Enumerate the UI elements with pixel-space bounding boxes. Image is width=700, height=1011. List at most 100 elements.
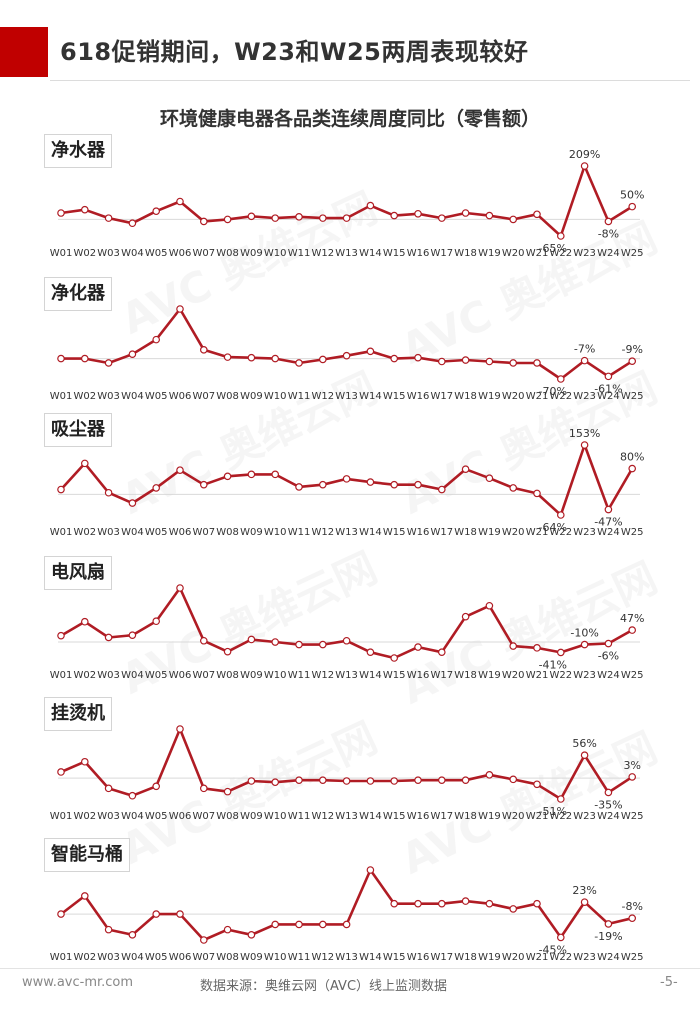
data-point <box>223 353 232 361</box>
data-point <box>461 897 470 905</box>
data-point <box>437 214 446 222</box>
data-point <box>318 640 327 649</box>
data-point <box>104 359 113 367</box>
footer-source: 数据来源：奥维云网（AVC）线上监测数据 <box>200 979 448 994</box>
line-chart: W01 W02 W03 W04 W05 W06 W07 W08 W09 W10 W11 W12 W13 W… <box>50 148 645 259</box>
data-label: 80% <box>620 451 644 464</box>
data-point <box>200 217 208 226</box>
data-label: -41% <box>539 658 567 671</box>
x-tick-label: W04 <box>121 811 144 822</box>
x-tick-label: W02 <box>73 248 96 259</box>
page-title: 618促销期间，W23和W25两周表现较好 <box>60 38 529 66</box>
data-label: 47% <box>620 612 644 625</box>
data-point <box>104 925 113 934</box>
x-tick-label: W03 <box>97 527 120 538</box>
data-point <box>152 484 161 492</box>
data-point <box>247 777 256 785</box>
x-tick-label: W14 <box>359 527 382 538</box>
x-tick-label: W10 <box>264 952 287 963</box>
data-label: 50% <box>620 189 644 202</box>
x-tick-label: W13 <box>335 527 358 538</box>
data-point <box>152 207 161 216</box>
x-tick-label: W02 <box>73 811 96 822</box>
x-tick-label: W25 <box>621 391 644 402</box>
x-tick-label: W20 <box>502 391 525 402</box>
x-tick-label: W03 <box>97 670 120 681</box>
x-tick-label: W22 <box>549 527 572 538</box>
data-point <box>556 232 565 240</box>
x-tick-label: W17 <box>430 670 453 681</box>
x-tick-label: W08 <box>216 670 239 681</box>
data-point <box>414 353 422 362</box>
data-point <box>509 359 518 367</box>
x-tick-label: W13 <box>335 391 358 402</box>
data-point <box>342 920 351 929</box>
series-line <box>60 164 633 238</box>
x-tick-label: W01 <box>50 811 73 822</box>
x-tick-label: W05 <box>145 952 168 963</box>
data-point <box>390 211 399 220</box>
x-tick-label: W17 <box>430 811 453 822</box>
x-tick-label: W15 <box>383 952 406 963</box>
x-tick-label: W12 <box>311 952 334 963</box>
data-point <box>57 631 65 640</box>
panel-label: 净水器 <box>44 134 112 168</box>
data-point <box>580 751 589 759</box>
data-label: -6% <box>598 650 619 663</box>
x-tick-label: W01 <box>50 527 73 538</box>
x-tick-label: W25 <box>621 527 644 538</box>
data-point <box>414 899 422 908</box>
x-tick-label: W13 <box>335 952 358 963</box>
data-point <box>414 776 422 784</box>
x-tick-label: W13 <box>335 248 358 259</box>
x-tick-label: W03 <box>97 952 120 963</box>
x-tick-label: W12 <box>311 811 334 822</box>
data-point <box>200 480 208 489</box>
data-point <box>318 480 327 489</box>
x-tick-label: W16 <box>407 391 430 402</box>
x-tick-label: W08 <box>216 527 239 538</box>
x-tick-label: W21 <box>526 811 549 822</box>
data-point <box>271 470 280 479</box>
x-tick-label: W15 <box>383 248 406 259</box>
data-point <box>604 505 613 514</box>
x-tick-label: W16 <box>407 670 430 681</box>
x-tick-label: W12 <box>311 527 334 538</box>
data-point <box>556 375 565 383</box>
data-point <box>318 920 327 929</box>
data-point <box>461 209 470 217</box>
data-point <box>247 470 256 479</box>
data-point <box>247 931 256 939</box>
x-tick-label: W19 <box>478 248 501 259</box>
data-point <box>390 777 399 785</box>
x-tick-label: W12 <box>311 248 334 259</box>
x-tick-label: W03 <box>97 391 120 402</box>
x-tick-label: W22 <box>549 248 572 259</box>
x-tick-label: W22 <box>549 952 572 963</box>
x-tick-label: W22 <box>549 391 572 402</box>
x-tick-label: W16 <box>407 527 430 538</box>
series-line <box>60 868 633 942</box>
panel-label: 智能马桶 <box>44 838 130 872</box>
data-point <box>509 775 518 784</box>
data-label: 56% <box>572 737 596 750</box>
x-tick-label: W05 <box>145 391 168 402</box>
x-tick-label: W23 <box>573 248 596 259</box>
data-point <box>223 472 232 481</box>
x-tick-label: W15 <box>383 670 406 681</box>
x-tick-label: W08 <box>216 248 239 259</box>
x-tick-label: W11 <box>288 391 311 402</box>
data-label: -10% <box>570 627 598 640</box>
data-point <box>57 209 65 217</box>
x-tick-label: W13 <box>335 811 358 822</box>
data-point <box>318 214 327 222</box>
x-tick-label: W19 <box>478 811 501 822</box>
data-point <box>414 643 422 651</box>
x-tick-label: W14 <box>359 670 382 681</box>
footer-divider <box>0 968 700 969</box>
data-point <box>556 795 565 803</box>
x-tick-label: W07 <box>192 527 215 538</box>
data-point <box>295 213 303 221</box>
data-point <box>604 788 613 797</box>
x-tick-label: W15 <box>383 527 406 538</box>
